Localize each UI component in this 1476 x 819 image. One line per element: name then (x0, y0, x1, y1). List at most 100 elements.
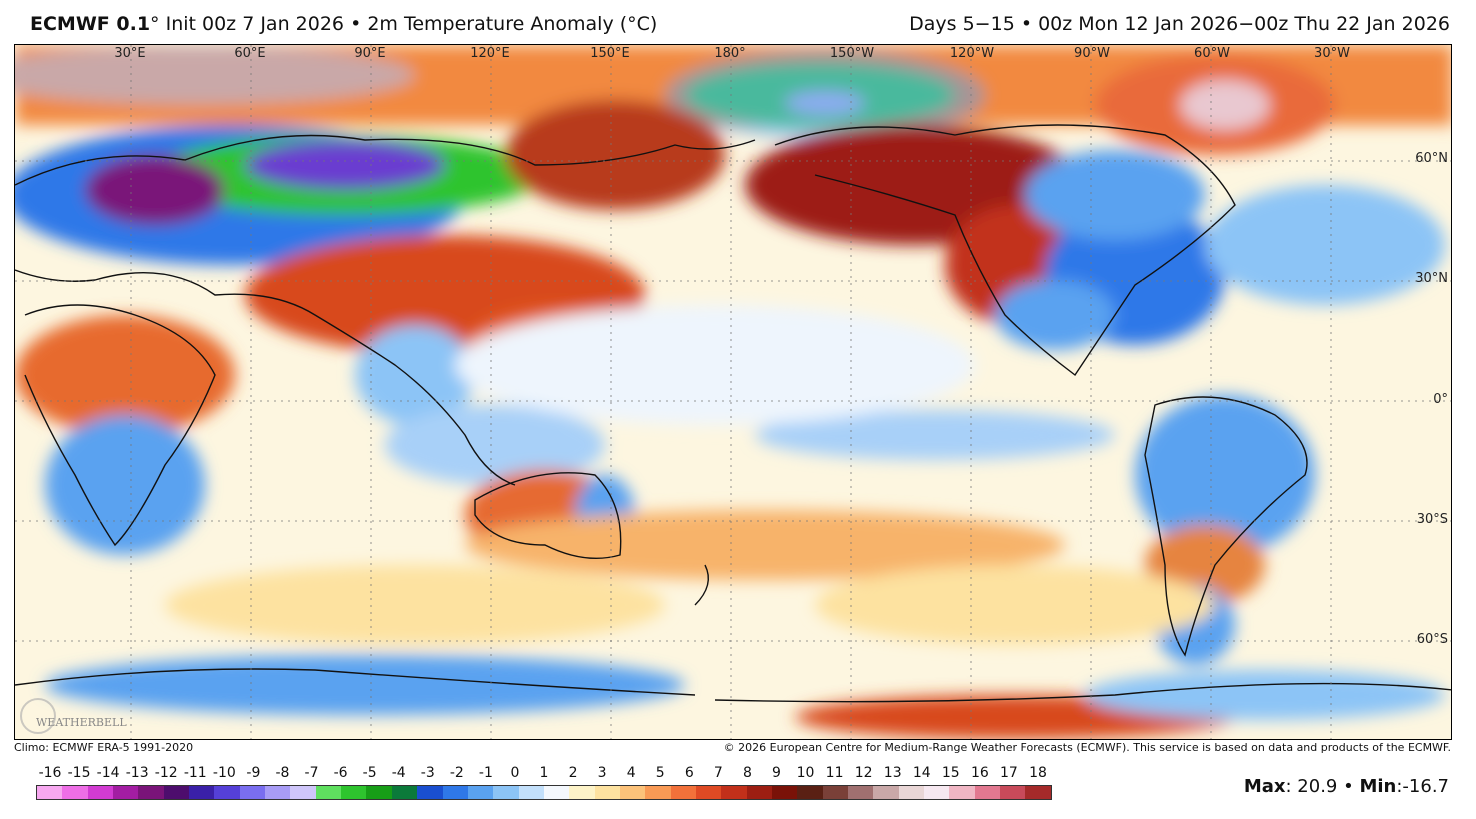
colorbar-swatch (467, 786, 494, 799)
colorbar-tick-label: 9 (772, 765, 781, 781)
colorbar-tick-label: 8 (742, 765, 752, 781)
colorbar-tick-label: -9 (246, 765, 261, 781)
lon-label-150e: 150°E (590, 46, 630, 61)
colorbar-swatch (518, 786, 544, 799)
max-label: Max (1243, 776, 1286, 797)
lon-label-90e: 90°E (354, 46, 386, 61)
colorbar-tick-label: 12 (854, 765, 873, 781)
map-svg (15, 45, 1451, 739)
min-value: :-16.7 (1396, 776, 1449, 797)
colorbar-swatch (163, 786, 190, 799)
colorbar-swatch (1000, 786, 1026, 799)
lon-label-150w: 150°W (829, 46, 875, 61)
colorbar-swatch (822, 786, 848, 799)
colorbar-tick-label: -7 (304, 765, 319, 781)
colorbar-swatch (619, 786, 646, 799)
colorbar-tick-label: 7 (713, 765, 723, 781)
colorbar-swatch (543, 786, 570, 799)
colorbar-tick-label: -3 (420, 765, 435, 781)
colorbar-tick-label: -4 (391, 765, 406, 781)
colorbar-swatch (113, 786, 139, 799)
colorbar-swatch (924, 786, 950, 799)
logo-emblem (20, 698, 56, 734)
max-value: : 20.9 (1285, 776, 1338, 797)
colorbar-tick-label: 10 (796, 765, 815, 781)
model-name: ECMWF 0.1 (30, 13, 151, 35)
colorbar-tick-label: -14 (96, 765, 120, 781)
min-label: Min (1359, 776, 1397, 797)
valid-period: Days 5−15 • 00z Mon 12 Jan 2026−00z Thu … (909, 13, 1450, 35)
colorbar-swatch (87, 786, 114, 799)
colorbar-swatch (290, 786, 316, 799)
colorbar-swatch (974, 786, 1001, 799)
colorbar-swatch (594, 786, 620, 799)
colorbar-tick-label: 14 (912, 765, 931, 781)
colorbar-tick-label: -11 (183, 765, 207, 781)
colorbar-tick-label: 6 (684, 765, 694, 781)
colorbar-tick-label: -6 (333, 765, 348, 781)
lon-label-120e: 120°E (470, 46, 510, 61)
colorbar-tick-label: 15 (941, 765, 960, 781)
lat-label-30s: 30°S (1416, 512, 1448, 527)
colorbar-swatch (417, 786, 443, 799)
init-time: Init 00z 7 Jan 2026 (165, 13, 345, 35)
graticule (15, 45, 1451, 739)
colorbar-tick-label: 1 (539, 765, 549, 781)
colorbar-swatch (949, 786, 975, 799)
colorbar-tick-label: -5 (362, 765, 377, 781)
colorbar-swatch (37, 786, 63, 799)
colorbar-swatch (391, 786, 418, 799)
colorbar-tick-label: 18 (1029, 765, 1047, 781)
colorbar-labels: -16 -15 -14 -13 -12 -11 -10 -9 -8 -7 -6 -5 -4 -3 -2 -1 0… (36, 765, 1052, 783)
colorbar-swatch (695, 786, 722, 799)
colorbar-swatch (214, 786, 240, 799)
anomaly-map (14, 44, 1452, 740)
colorbar-swatch (315, 786, 342, 799)
logo-text: WEATHERBELL (36, 716, 127, 729)
colorbar (36, 785, 1052, 800)
lon-label-30e: 30°E (114, 46, 146, 61)
colorbar-tick-label: 13 (883, 765, 902, 781)
colorbar-swatch (493, 786, 519, 799)
colorbar-tick-label: 3 (597, 765, 607, 781)
anomaly-fields (15, 45, 1451, 739)
lon-label-60w: 60°W (1194, 46, 1230, 61)
colorbar-swatch (62, 786, 88, 799)
colorbar-tick-label: -15 (67, 765, 91, 781)
lon-label-120w: 120°W (949, 46, 995, 61)
colorbar-swatch (721, 786, 747, 799)
lon-label-180: 180° (714, 46, 746, 61)
colorbar-tick-label: -10 (212, 765, 236, 781)
lat-label-60n: 60°N (1415, 151, 1448, 166)
colorbar-swatch (569, 786, 595, 799)
climo-note: Climo: ECMWF ERA-5 1991-2020 (14, 741, 194, 754)
colorbar-tick-label: -1 (478, 765, 493, 781)
lon-label-60e: 60°E (234, 46, 266, 61)
colorbar-swatch (670, 786, 696, 799)
colorbar-swatch (645, 786, 671, 799)
product-name: 2m Temperature Anomaly (°C) (367, 13, 658, 35)
lat-label-0: 0° (1433, 392, 1448, 407)
colorbar-swatch (1025, 786, 1051, 799)
colorbar-swatch (771, 786, 798, 799)
colorbar-swatch (898, 786, 925, 799)
colorbar-tick-label: 2 (568, 765, 578, 781)
lat-label-30n: 30°N (1415, 271, 1448, 286)
coastlines (15, 124, 1451, 703)
colorbar-tick-label: -13 (125, 765, 149, 781)
colorbar-swatch (797, 786, 823, 799)
colorbar-tick-label: -12 (154, 765, 178, 781)
lon-label-90w: 90°W (1074, 46, 1110, 61)
colorbar-tick-label: 4 (626, 765, 636, 781)
colorbar-swatch (366, 786, 392, 799)
colorbar-tick-label: -8 (275, 765, 290, 781)
colorbar-tick-label: 11 (825, 765, 844, 781)
colorbar-swatch (873, 786, 899, 799)
colorbar-tick-label: -2 (449, 765, 464, 781)
colorbar-swatch (265, 786, 291, 799)
colorbar-swatch (189, 786, 215, 799)
colorbar-swatch (442, 786, 468, 799)
copyright-note: © 2026 European Centre for Medium-Range … (723, 741, 1451, 754)
colorbar-tick-label: 5 (655, 765, 665, 781)
colorbar-tick-label: -16 (38, 765, 62, 781)
